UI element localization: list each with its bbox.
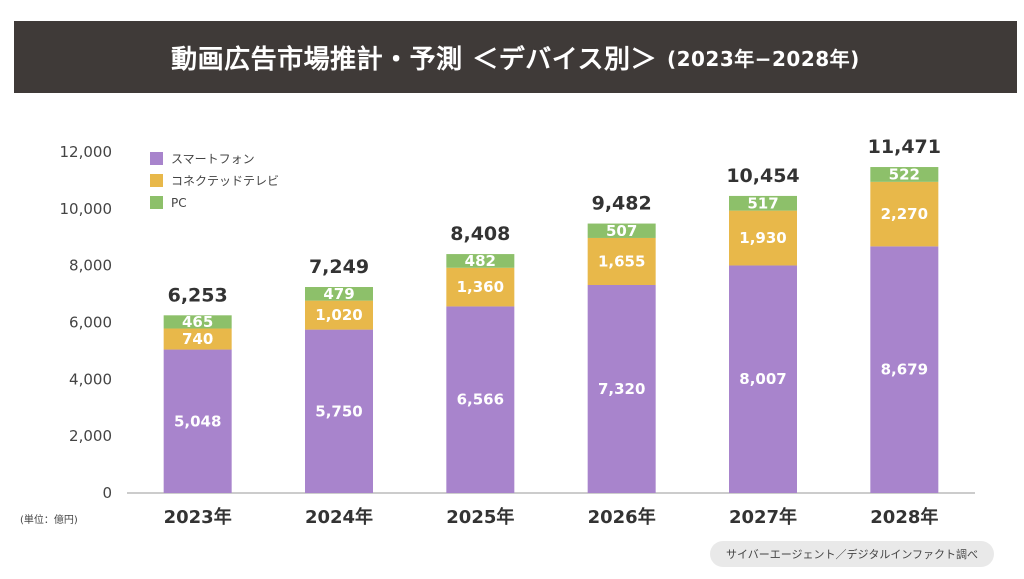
bar-total-label: 10,454 (726, 165, 799, 187)
bar-total-label: 6,253 (168, 284, 228, 306)
bar-segment-pc (870, 167, 939, 182)
bar-segment-smartphone (305, 329, 373, 493)
bar-value-label: 2,270 (881, 205, 928, 223)
legend-swatch (150, 174, 163, 187)
x-tick-label: 2023年 (164, 506, 232, 528)
bar-segment-pc (305, 287, 373, 301)
bar-segment-connected-tv (163, 328, 232, 350)
bar-value-label: 1,020 (315, 306, 362, 324)
bar-value-label: 517 (747, 194, 778, 212)
bar-segment-smartphone (729, 265, 797, 493)
y-tick-label: 0 (102, 484, 112, 502)
x-tick-label: 2027年 (729, 506, 797, 528)
bar-segment-smartphone (446, 306, 515, 493)
bar-value-label: 7,320 (598, 380, 645, 398)
x-tick-label: 2024年 (305, 506, 373, 528)
chart-title: 動画広告市場推計・予測 ＜デバイス別＞ (171, 44, 657, 75)
source-badge: サイバーエージェント／デジタルインファクト調べ (709, 541, 994, 567)
chart-title-bar: 動画広告市場推計・予測 ＜デバイス別＞ (2023年−2028年) (14, 21, 1017, 93)
unit-note: (単位：億円) (20, 515, 78, 526)
bar-value-label: 5,750 (315, 402, 362, 420)
bar-value-label: 8,679 (881, 361, 928, 379)
y-tick-label: 10,000 (60, 200, 113, 218)
x-tick-label: 2026年 (588, 506, 656, 528)
y-tick-label: 12,000 (60, 143, 113, 161)
legend-swatch (150, 152, 163, 165)
bar-total-label: 11,471 (868, 136, 941, 158)
bar-segment-connected-tv (587, 237, 656, 285)
bar-segment-smartphone (870, 246, 939, 493)
x-tick-label: 2025年 (446, 506, 514, 528)
chart-title-range: (2023年−2028年) (666, 46, 860, 71)
bar-value-label: 507 (606, 222, 637, 240)
bar-segment-connected-tv (729, 210, 797, 266)
bar-value-label: 465 (182, 313, 213, 331)
bar-value-label: 1,655 (598, 252, 645, 270)
legend-label: PC (171, 196, 187, 210)
legend-label: スマートフォン (171, 152, 255, 166)
bar-value-label: 479 (323, 285, 354, 303)
bar-value-label: 740 (182, 330, 213, 348)
bar-value-label: 8,007 (739, 370, 786, 388)
bar-value-label: 482 (465, 252, 496, 270)
bar-total-label: 8,408 (450, 223, 510, 245)
bar-total-label: 7,249 (309, 256, 369, 278)
bar-segment-smartphone (163, 349, 232, 493)
y-tick-label: 6,000 (69, 314, 112, 332)
bar-segment-pc (446, 254, 515, 268)
bar-segment-connected-tv (305, 300, 373, 330)
bar-value-label: 6,566 (457, 391, 504, 409)
bar-value-label: 5,048 (174, 412, 221, 430)
bar-value-label: 1,360 (457, 278, 504, 296)
bar-segment-connected-tv (446, 267, 515, 307)
bar-segment-pc (729, 195, 797, 211)
bar-value-label: 522 (889, 165, 920, 183)
x-tick-label: 2028年 (870, 506, 938, 528)
bar-segment-pc (163, 315, 232, 329)
y-tick-label: 8,000 (69, 257, 112, 275)
bar-segment-pc (587, 223, 656, 238)
y-tick-label: 2,000 (69, 427, 112, 445)
bar-value-label: 1,930 (739, 229, 786, 247)
legend-swatch (150, 196, 163, 209)
legend-label: コネクテッドテレビ (171, 174, 279, 188)
y-tick-label: 4,000 (69, 370, 112, 388)
bar-segment-connected-tv (870, 181, 939, 247)
bar-total-label: 9,482 (592, 193, 652, 215)
bar-segment-smartphone (587, 284, 656, 493)
